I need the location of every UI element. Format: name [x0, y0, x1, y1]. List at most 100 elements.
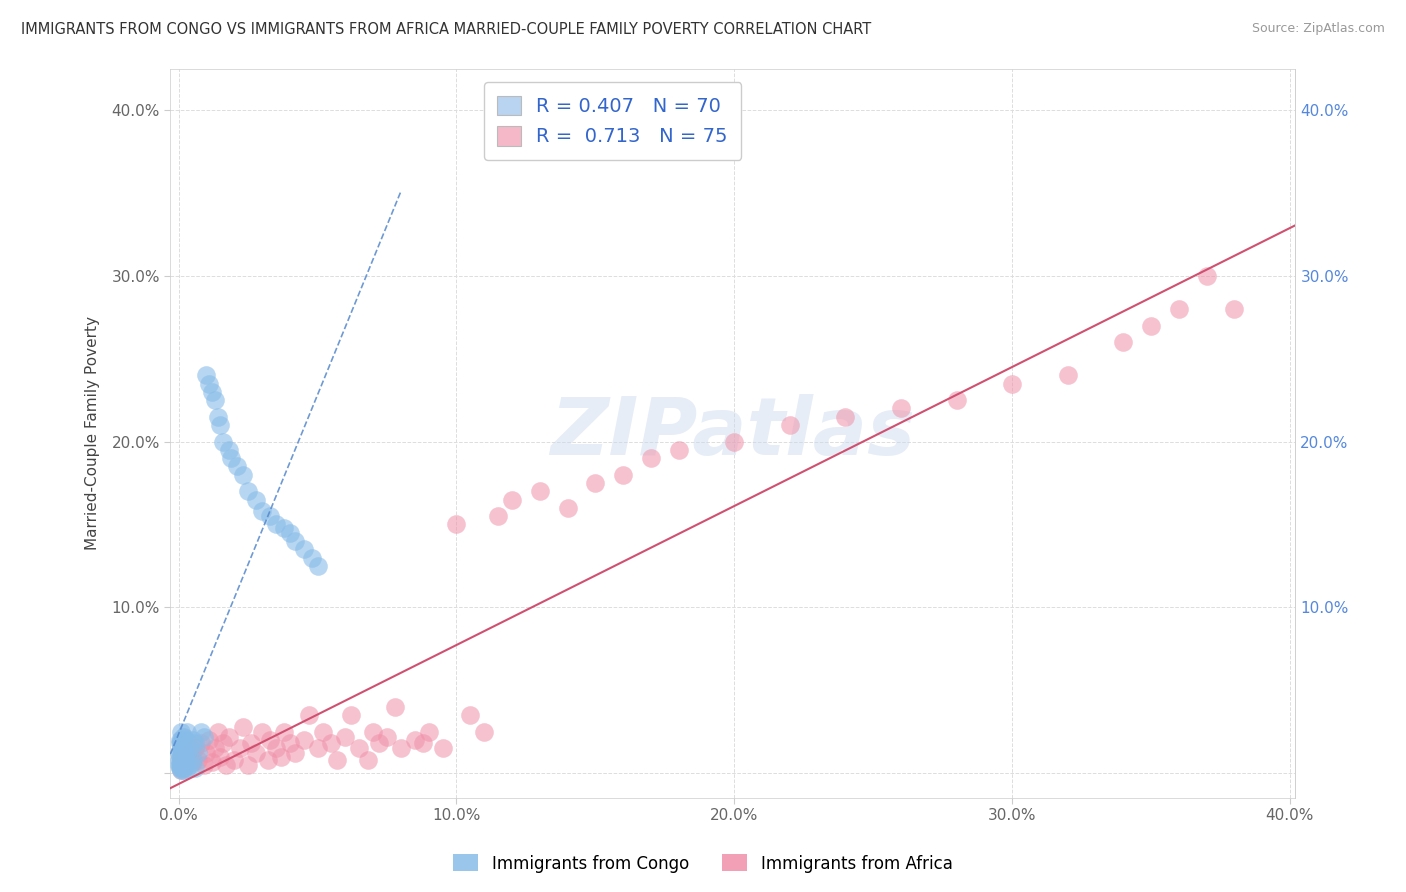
Point: [256, 753, 278, 767]
Point: [172, 730, 194, 744]
Point: [169, 741, 191, 756]
Point: [201, 755, 224, 769]
Point: [224, 753, 246, 767]
Point: [326, 753, 349, 767]
Point: [245, 747, 267, 761]
Point: [170, 758, 193, 772]
Point: [173, 749, 195, 764]
Point: [201, 384, 224, 399]
Point: [432, 741, 454, 756]
Point: [612, 467, 634, 482]
Point: [446, 517, 468, 532]
Point: [170, 763, 193, 777]
Point: [259, 509, 281, 524]
Text: Source: ZipAtlas.com: Source: ZipAtlas.com: [1251, 22, 1385, 36]
Point: [250, 504, 273, 518]
Point: [250, 724, 273, 739]
Point: [335, 730, 357, 744]
Point: [169, 753, 191, 767]
Point: [172, 753, 194, 767]
Text: ZIPatlas: ZIPatlas: [550, 394, 915, 472]
Point: [264, 741, 287, 756]
Point: [195, 368, 218, 383]
Point: [583, 476, 606, 491]
Point: [179, 747, 201, 761]
Point: [273, 724, 295, 739]
Point: [176, 749, 198, 764]
Point: [278, 525, 301, 540]
Point: [169, 761, 191, 775]
Point: [1056, 368, 1078, 383]
Point: [1167, 301, 1189, 316]
Point: [169, 733, 191, 747]
Point: [176, 724, 198, 739]
Point: [218, 442, 240, 457]
Point: [779, 417, 801, 432]
Point: [640, 451, 662, 466]
Point: [204, 741, 226, 756]
Point: [172, 741, 194, 756]
Point: [170, 733, 193, 747]
Point: [404, 733, 426, 747]
Point: [486, 509, 509, 524]
Point: [890, 401, 912, 416]
Point: [229, 741, 252, 756]
Point: [389, 741, 412, 756]
Point: [349, 741, 371, 756]
Point: [207, 409, 229, 424]
Point: [173, 758, 195, 772]
Point: [723, 434, 745, 449]
Point: [273, 521, 295, 535]
Point: [170, 753, 193, 767]
Point: [212, 736, 235, 750]
Point: [1195, 268, 1218, 283]
Point: [173, 730, 195, 744]
Point: [181, 753, 204, 767]
Point: [170, 724, 193, 739]
Point: [169, 736, 191, 750]
Point: [301, 550, 323, 565]
Point: [170, 761, 193, 775]
Point: [232, 467, 254, 482]
Point: [557, 500, 579, 515]
Point: [418, 724, 440, 739]
Point: [270, 749, 292, 764]
Point: [184, 761, 207, 775]
Point: [834, 409, 856, 424]
Point: [169, 758, 191, 772]
Point: [193, 758, 215, 772]
Point: [204, 393, 226, 408]
Point: [239, 736, 262, 750]
Point: [292, 733, 315, 747]
Point: [312, 724, 335, 739]
Point: [221, 451, 243, 466]
Point: [172, 763, 194, 777]
Point: [198, 733, 221, 747]
Point: [170, 761, 193, 775]
Legend: Immigrants from Congo, Immigrants from Africa: Immigrants from Congo, Immigrants from A…: [447, 847, 959, 880]
Text: IMMIGRANTS FROM CONGO VS IMMIGRANTS FROM AFRICA MARRIED-COUPLE FAMILY POVERTY CO: IMMIGRANTS FROM CONGO VS IMMIGRANTS FROM…: [21, 22, 872, 37]
Y-axis label: Married-Couple Family Poverty: Married-Couple Family Poverty: [86, 317, 100, 550]
Point: [174, 758, 197, 772]
Point: [170, 741, 193, 756]
Point: [172, 758, 194, 772]
Point: [187, 747, 209, 761]
Point: [245, 492, 267, 507]
Point: [179, 741, 201, 756]
Point: [167, 758, 190, 772]
Point: [170, 758, 193, 772]
Point: [209, 749, 232, 764]
Point: [212, 434, 235, 449]
Point: [195, 747, 218, 761]
Point: [264, 517, 287, 532]
Point: [181, 755, 204, 769]
Point: [170, 747, 193, 761]
Point: [170, 736, 193, 750]
Point: [472, 724, 495, 739]
Point: [173, 761, 195, 775]
Point: [207, 724, 229, 739]
Point: [340, 708, 363, 723]
Legend: R = 0.407   N = 70, R =  0.713   N = 75: R = 0.407 N = 70, R = 0.713 N = 75: [484, 82, 741, 160]
Point: [169, 747, 191, 761]
Point: [176, 749, 198, 764]
